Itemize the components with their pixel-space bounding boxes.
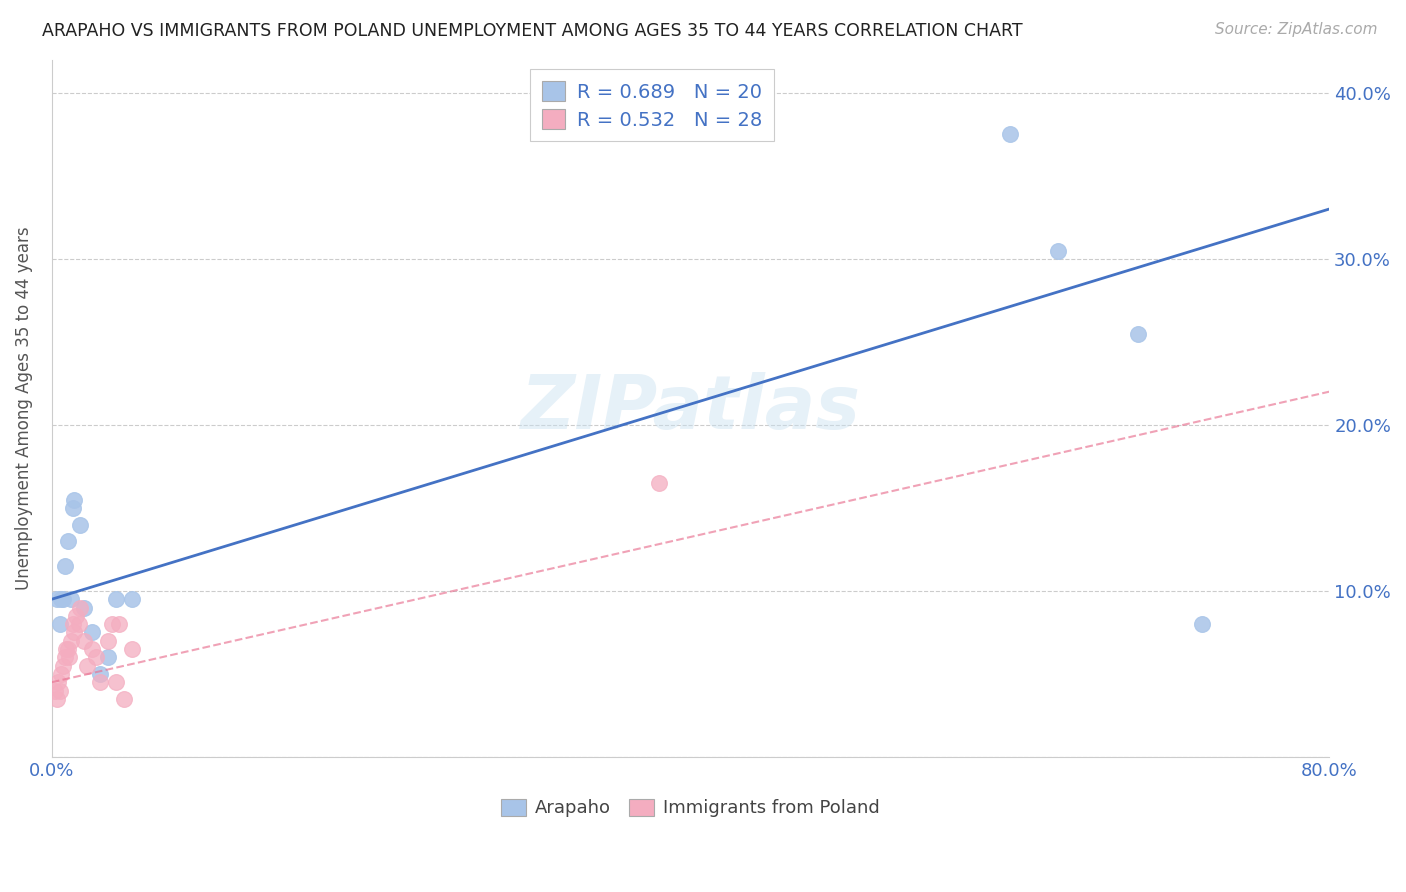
Point <box>73 600 96 615</box>
Text: ARAPAHO VS IMMIGRANTS FROM POLAND UNEMPLOYMENT AMONG AGES 35 TO 44 YEARS CORRELA: ARAPAHO VS IMMIGRANTS FROM POLAND UNEMPL… <box>42 22 1022 40</box>
Point <box>62 500 84 515</box>
Point <box>46 675 69 690</box>
Point <box>52 592 75 607</box>
Point <box>80 642 103 657</box>
Point <box>45 691 67 706</box>
Point <box>48 683 70 698</box>
Point <box>52 658 75 673</box>
Point <box>69 517 91 532</box>
Point <box>121 642 143 657</box>
Text: Source: ZipAtlas.com: Source: ZipAtlas.com <box>1215 22 1378 37</box>
Point <box>51 667 73 681</box>
Point <box>69 600 91 615</box>
Point <box>104 592 127 607</box>
Point <box>86 650 108 665</box>
Point <box>73 633 96 648</box>
Point <box>67 617 90 632</box>
Point <box>97 633 120 648</box>
Point <box>59 633 82 648</box>
Point <box>53 559 76 574</box>
Point <box>1126 326 1149 341</box>
Point <box>97 650 120 665</box>
Point <box>55 642 77 657</box>
Point <box>1046 244 1069 258</box>
Point <box>48 617 70 632</box>
Point <box>65 608 87 623</box>
Point <box>89 675 111 690</box>
Point <box>58 650 80 665</box>
Point <box>76 658 98 673</box>
Point <box>59 592 82 607</box>
Text: ZIPatlas: ZIPatlas <box>520 372 860 445</box>
Point <box>45 592 67 607</box>
Point <box>63 625 86 640</box>
Point <box>51 592 73 607</box>
Point <box>53 650 76 665</box>
Point <box>62 617 84 632</box>
Point <box>998 128 1021 142</box>
Point <box>44 683 66 698</box>
Point <box>56 642 79 657</box>
Point <box>101 617 124 632</box>
Point <box>80 625 103 640</box>
Point <box>121 592 143 607</box>
Point <box>112 691 135 706</box>
Point <box>63 492 86 507</box>
Legend: Arapaho, Immigrants from Poland: Arapaho, Immigrants from Poland <box>494 791 887 824</box>
Y-axis label: Unemployment Among Ages 35 to 44 years: Unemployment Among Ages 35 to 44 years <box>15 227 32 591</box>
Point <box>1191 617 1213 632</box>
Point <box>104 675 127 690</box>
Point <box>89 667 111 681</box>
Point <box>56 534 79 549</box>
Point <box>108 617 131 632</box>
Point <box>647 475 669 490</box>
